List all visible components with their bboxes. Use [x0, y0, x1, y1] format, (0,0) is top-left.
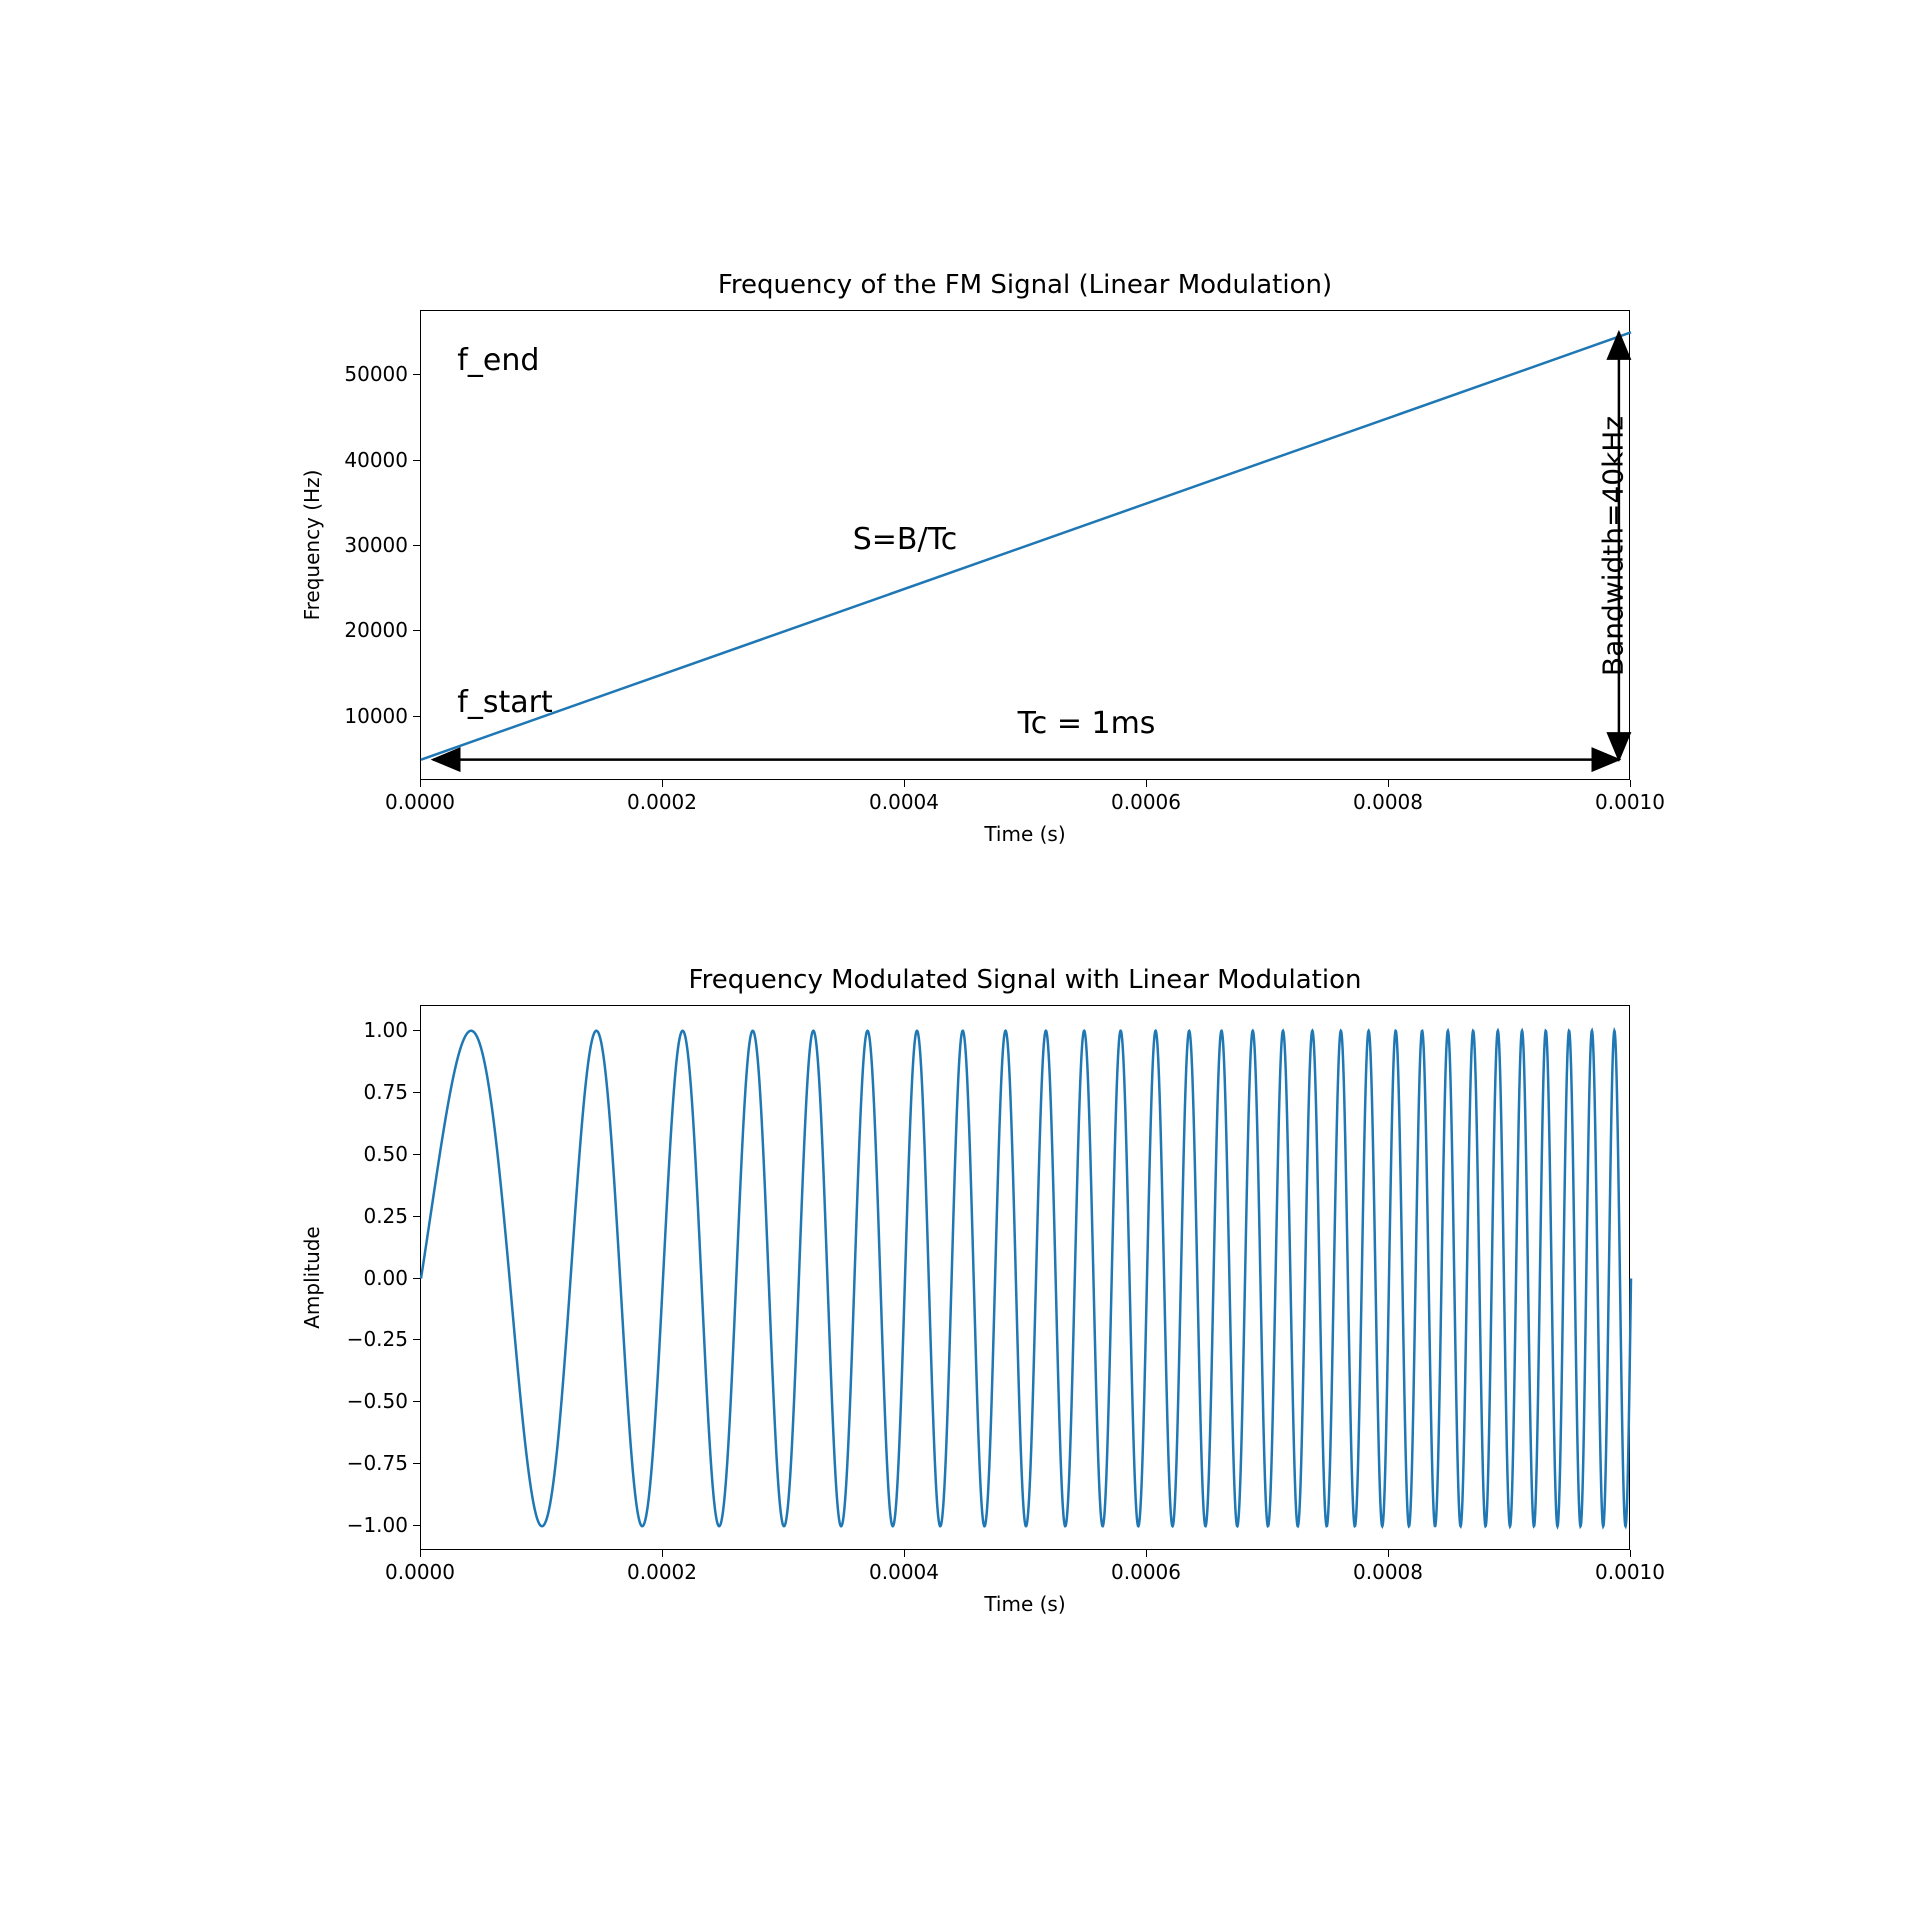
xtick-mark [662, 1550, 663, 1557]
ytick-label: −0.75 [318, 1451, 408, 1475]
chart2-title: Frequency Modulated Signal with Linear M… [420, 965, 1630, 995]
chart1-title: Frequency of the FM Signal (Linear Modul… [420, 270, 1630, 300]
ytick-mark [413, 460, 420, 461]
xtick-mark [662, 780, 663, 787]
ytick-label: −0.25 [318, 1327, 408, 1351]
annotation-f-end: f_end [457, 343, 539, 378]
xtick-label: 0.0010 [1595, 1560, 1665, 1584]
chart1-axes: f_start f_end S=B/Tc Tc = 1ms Bandwidth=… [420, 310, 1630, 780]
xtick-label: 0.0008 [1353, 790, 1423, 814]
ytick-mark [413, 1092, 420, 1093]
ytick-label: 0.00 [318, 1266, 408, 1290]
ytick-label: 20000 [318, 618, 408, 642]
xtick-mark [1630, 1550, 1631, 1557]
ytick-mark [413, 545, 420, 546]
ytick-label: 0.25 [318, 1204, 408, 1228]
ytick-mark [413, 1278, 420, 1279]
xtick-mark [1388, 780, 1389, 787]
ytick-mark [413, 1525, 420, 1526]
chart1-xlabel: Time (s) [420, 822, 1630, 846]
xtick-mark [420, 780, 421, 787]
xtick-mark [1630, 780, 1631, 787]
chart1-frequency-line [421, 332, 1631, 759]
figure: Frequency of the FM Signal (Linear Modul… [260, 260, 1660, 1660]
annotation-bandwidth: Bandwidth=40kHz [1596, 416, 1629, 676]
xtick-mark [904, 780, 905, 787]
xtick-label: 0.0006 [1111, 1560, 1181, 1584]
ytick-mark [413, 1216, 420, 1217]
ytick-mark [413, 1463, 420, 1464]
ytick-label: −0.50 [318, 1389, 408, 1413]
ytick-label: 30000 [318, 533, 408, 557]
ytick-label: 0.75 [318, 1080, 408, 1104]
chart2-plot-svg [421, 1006, 1631, 1551]
xtick-label: 0.0002 [627, 790, 697, 814]
ytick-label: −1.00 [318, 1513, 408, 1537]
chart2-axes [420, 1005, 1630, 1550]
ytick-mark [413, 630, 420, 631]
xtick-mark [904, 1550, 905, 1557]
xtick-label: 0.0008 [1353, 1560, 1423, 1584]
ytick-mark [413, 716, 420, 717]
xtick-label: 0.0004 [869, 1560, 939, 1584]
ytick-mark [413, 374, 420, 375]
ytick-mark [413, 1339, 420, 1340]
ytick-label: 50000 [318, 362, 408, 386]
ytick-mark [413, 1401, 420, 1402]
xtick-label: 0.0002 [627, 1560, 697, 1584]
xtick-mark [420, 1550, 421, 1557]
annotation-f-start: f_start [457, 685, 552, 720]
chart2-chirp-line [421, 1031, 1631, 1526]
ytick-label: 10000 [318, 704, 408, 728]
ytick-label: 40000 [318, 448, 408, 472]
xtick-label: 0.0010 [1595, 790, 1665, 814]
xtick-mark [1388, 1550, 1389, 1557]
annotation-tc: Tc = 1ms [1018, 706, 1156, 741]
ytick-mark [413, 1030, 420, 1031]
xtick-label: 0.0000 [385, 790, 455, 814]
ytick-label: 0.50 [318, 1142, 408, 1166]
ytick-mark [413, 1154, 420, 1155]
chart2-xlabel: Time (s) [420, 1592, 1630, 1616]
ytick-label: 1.00 [318, 1018, 408, 1042]
xtick-label: 0.0000 [385, 1560, 455, 1584]
xtick-mark [1146, 1550, 1147, 1557]
xtick-label: 0.0004 [869, 790, 939, 814]
xtick-mark [1146, 780, 1147, 787]
annotation-slope: S=B/Tc [853, 522, 958, 557]
xtick-label: 0.0006 [1111, 790, 1181, 814]
